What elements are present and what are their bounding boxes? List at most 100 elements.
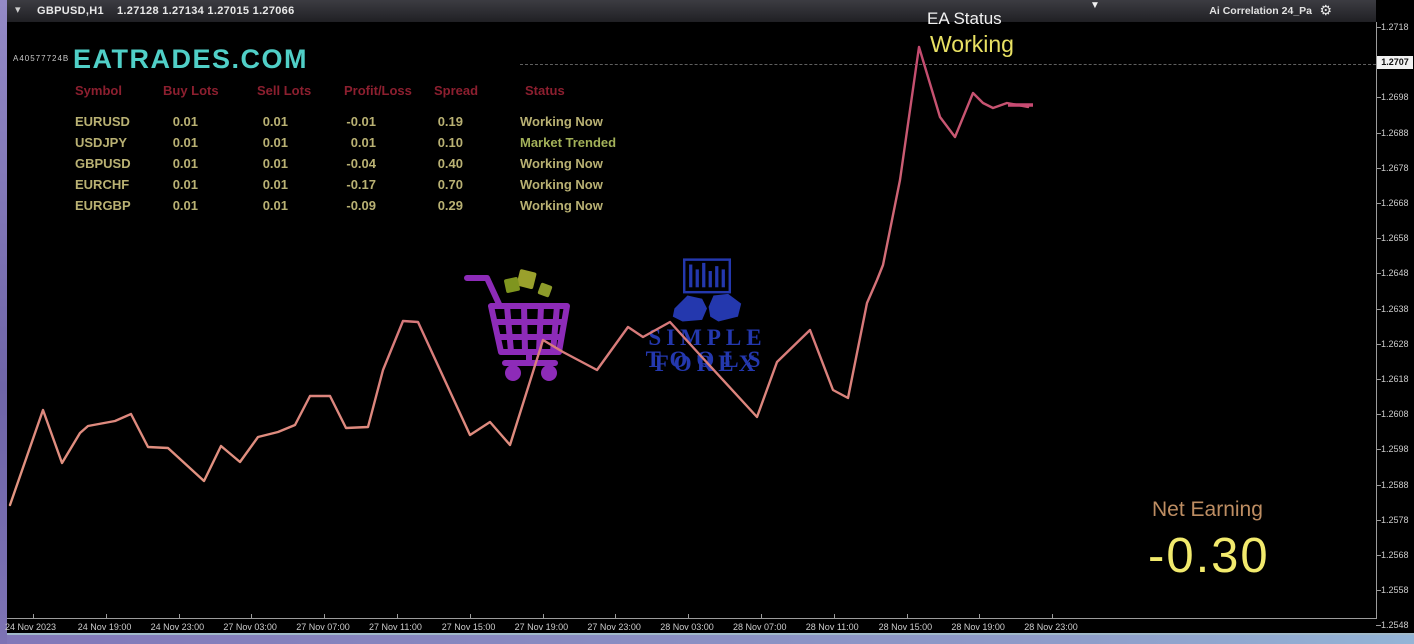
time-tick-label: 28 Nov 15:00 xyxy=(878,622,933,632)
price-tick-mark xyxy=(1376,590,1381,592)
table-header-profit_loss: Profit/Loss xyxy=(344,83,412,98)
table-cell-profit_loss: 0.01 xyxy=(350,135,376,150)
table-cell-sell_lots: 0.01 xyxy=(262,177,288,192)
table-cell-spread: 0.19 xyxy=(437,114,463,129)
table-cell-sell_lots: 0.01 xyxy=(262,156,288,171)
price-tick-mark xyxy=(1376,132,1381,134)
table-header-sell_lots: Sell Lots xyxy=(257,83,312,98)
table-cell-status: Working Now xyxy=(520,156,603,171)
table-cell-buy_lots: 0.01 xyxy=(172,198,198,213)
frame-bottom-border xyxy=(0,635,1414,644)
price-tick-mark xyxy=(1376,97,1381,99)
frame-highlight-line xyxy=(0,633,1414,635)
ea-status-label: EA Status xyxy=(927,9,1002,28)
table-cell-symbol: GBPUSD xyxy=(75,156,131,171)
table-cell-profit_loss: -0.01 xyxy=(346,114,376,129)
price-tick-label: 1.2558 xyxy=(1381,585,1409,596)
time-axis-line xyxy=(7,618,1377,619)
time-tick-mark xyxy=(251,614,253,618)
price-tick-mark xyxy=(1376,519,1381,521)
table-header-buy_lots: Buy Lots xyxy=(163,83,219,98)
table-cell-status: Working Now xyxy=(520,198,603,213)
time-tick-mark xyxy=(761,614,762,618)
chart-quotes: 1.27128 1.27134 1.27015 1.27066 xyxy=(117,5,295,17)
price-tick-label: 1.2678 xyxy=(1381,162,1409,173)
price-tick-label: 1.2648 xyxy=(1381,268,1409,279)
price-tick-mark xyxy=(1376,167,1381,169)
time-tick-mark xyxy=(542,614,544,618)
chart-window-icon: ▾ xyxy=(15,4,21,16)
price-tick-mark xyxy=(1376,343,1381,345)
table-cell-symbol: EURUSD xyxy=(75,114,130,129)
time-tick-mark xyxy=(906,614,908,618)
table-cell-symbol: EURCHF xyxy=(75,177,130,192)
price-tick-label: 1.2618 xyxy=(1381,374,1409,384)
table-cell-status: Working Now xyxy=(520,114,603,129)
time-tick-mark xyxy=(33,614,34,618)
price-tick-label: 1.2598 xyxy=(1381,444,1409,455)
indicator-name-label: Ai Correlation 24_Pa xyxy=(1209,5,1312,17)
table-header-spread: Spread xyxy=(434,83,479,98)
table-cell-spread: 0.40 xyxy=(437,156,463,171)
price-tick-label: 1.2608 xyxy=(1381,409,1409,420)
frame-left-border xyxy=(0,0,7,644)
time-tick-mark xyxy=(324,614,326,618)
price-tick-mark xyxy=(1376,308,1381,310)
table-header-status: Status xyxy=(525,83,565,98)
time-tick-label: 28 Nov 03:00 xyxy=(660,622,714,632)
price-tick-label: 1.2688 xyxy=(1381,127,1409,138)
table-cell-spread: 0.70 xyxy=(437,177,463,192)
price-tick-mark xyxy=(1376,27,1381,28)
watermark-line1: SIMPLE FOREX xyxy=(648,325,767,376)
time-tick-mark xyxy=(615,614,617,618)
table-cell-symbol: EURGBP xyxy=(75,198,131,213)
shopping-cart-icon xyxy=(464,269,570,381)
time-tick-label: 27 Nov 03:00 xyxy=(223,622,277,632)
price-tick-label: 1.2548 xyxy=(1381,620,1409,631)
time-tick-label: 28 Nov 23:00 xyxy=(1024,622,1078,632)
gear-icon[interactable]: ⚙ xyxy=(1319,2,1332,18)
price-tick-label: 1.2568 xyxy=(1381,550,1409,560)
time-tick-label: 27 Nov 15:00 xyxy=(441,622,496,632)
price-tick-label: 1.2658 xyxy=(1381,233,1409,244)
net-earning-label: Net Earning xyxy=(1152,498,1263,521)
time-tick-label: 27 Nov 23:00 xyxy=(587,622,641,632)
chart-symbol-period: GBPUSD,H1 xyxy=(37,5,104,17)
time-tick-mark xyxy=(178,614,180,618)
time-tick-mark xyxy=(469,614,471,618)
price-tick-mark xyxy=(1376,625,1381,627)
price-tick-label: 1.2628 xyxy=(1381,338,1409,349)
time-tick-mark xyxy=(1052,614,1054,618)
time-tick-mark xyxy=(979,614,981,618)
price-tick-mark xyxy=(1376,203,1381,204)
time-tick-label: 24 Nov 23:00 xyxy=(150,622,205,632)
price-tick-label: 1.2638 xyxy=(1381,303,1409,314)
time-tick-label: 27 Nov 19:00 xyxy=(514,622,569,632)
table-cell-sell_lots: 0.01 xyxy=(262,114,288,129)
price-level-dashed-line xyxy=(520,64,1376,65)
table-cell-spread: 0.29 xyxy=(437,198,463,213)
scroll-to-end-icon[interactable]: ▼ xyxy=(1090,0,1100,11)
simple-forex-tools-logo-icon xyxy=(672,258,742,322)
time-tick-label: 27 Nov 11:00 xyxy=(369,622,422,632)
table-cell-buy_lots: 0.01 xyxy=(172,177,198,192)
time-tick-label: 24 Nov 2023 xyxy=(5,622,57,632)
table-cell-profit_loss: -0.09 xyxy=(346,198,376,213)
price-tick-mark xyxy=(1376,449,1381,451)
price-tick-label: 1.2668 xyxy=(1381,198,1409,208)
time-tick-label: 27 Nov 07:00 xyxy=(296,622,350,632)
time-tick-mark xyxy=(105,614,107,618)
price-tick-label: 1.2588 xyxy=(1381,479,1409,490)
account-id-text: A40577724B xyxy=(13,54,70,63)
table-cell-symbol: USDJPY xyxy=(75,135,128,150)
table-cell-sell_lots: 0.01 xyxy=(262,135,288,150)
table-cell-profit_loss: -0.17 xyxy=(346,177,376,192)
price-axis-line xyxy=(1376,22,1377,619)
price-polyline xyxy=(8,45,1030,507)
table-cell-profit_loss: -0.04 xyxy=(346,156,376,171)
time-tick-label: 28 Nov 19:00 xyxy=(951,622,1005,632)
price-tick-mark xyxy=(1376,484,1381,486)
time-tick-mark xyxy=(688,614,690,618)
